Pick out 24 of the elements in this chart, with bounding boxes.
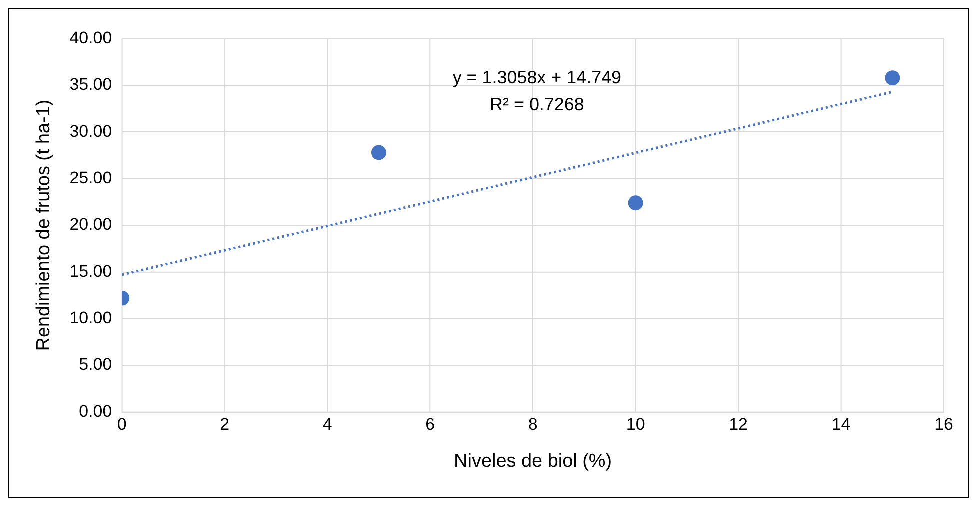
y-tick-label: 5.00 xyxy=(79,355,112,374)
y-tick-label: 40.00 xyxy=(70,28,112,48)
point xyxy=(628,196,644,211)
x-tick-label: 10 xyxy=(626,414,646,434)
x-tick-label: 12 xyxy=(729,414,748,434)
y-tick-label: 30.00 xyxy=(70,122,112,141)
y-tick-label: 35.00 xyxy=(70,75,112,94)
y-tick-label: 25.00 xyxy=(70,168,112,188)
x-tick-label: 16 xyxy=(934,414,954,434)
annotation: R² = 0.7268 xyxy=(490,94,584,115)
x-axis-title: Niveles de biol (%) xyxy=(454,450,612,472)
y-tick-label: 15.00 xyxy=(70,262,112,281)
x-tick-label: 14 xyxy=(832,414,851,434)
x-tick-label: 4 xyxy=(322,414,332,434)
y-tick-label: 20.00 xyxy=(70,215,112,234)
y-tick-label: 0.00 xyxy=(79,402,112,421)
x-tick-label: 0 xyxy=(117,414,127,434)
annotation: y = 1.3058x + 14.749 xyxy=(452,68,622,88)
x-tick-label: 8 xyxy=(528,414,538,434)
y-tick-label: 10.00 xyxy=(70,308,112,328)
x-tick-label: 6 xyxy=(426,414,436,434)
x-tick-label: 2 xyxy=(220,414,230,434)
y-axis-title: Rendimiento de frutos (t ha-1) xyxy=(34,100,55,352)
point xyxy=(885,70,900,86)
